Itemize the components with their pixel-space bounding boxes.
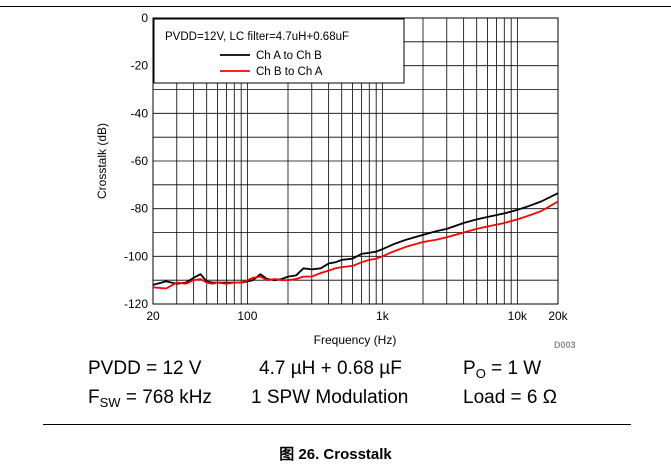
- y-axis-label: Crosstalk (dB): [95, 123, 109, 199]
- x-tick-label: 100: [237, 309, 257, 323]
- condition-modulation: 1 SPW Modulation: [251, 387, 409, 408]
- y-tick-label: -40: [131, 106, 149, 120]
- caption-rule: [43, 424, 631, 425]
- fsw-subscript: SW: [99, 395, 121, 410]
- legend-label-ch-b-to-ch-a: Ch B to Ch A: [256, 66, 323, 78]
- x-axis-label: Frequency (Hz): [314, 333, 397, 347]
- y-tick-label: -120: [124, 297, 148, 311]
- y-tick-labels: 0 -20 -40 -60 -80 -100 -120: [124, 11, 148, 311]
- document-code-logo: D003: [554, 340, 576, 350]
- y-tick-label: -20: [131, 59, 149, 73]
- y-tick-label: -60: [131, 154, 149, 168]
- condition-load: Load = 6 Ω: [463, 387, 557, 408]
- condition-pvdd: PVDD = 12 V: [88, 358, 202, 379]
- x-tick-labels: 20 100 1k 10k 20k: [146, 309, 568, 323]
- y-tick-label: -100: [124, 249, 148, 263]
- condition-switching-frequency: FSW = 768 kHz: [88, 387, 212, 410]
- condition-lc-filter: 4.7 µH + 0.68 µF: [259, 358, 402, 379]
- y-tick-label: 0: [141, 11, 148, 25]
- series-layer: [152, 192, 559, 290]
- x-tick-label: 1k: [376, 309, 390, 323]
- fsw-symbol: F: [88, 387, 100, 408]
- legend: PVDD=12V, LC filter=4.7uH+0.68uF Ch A to…: [153, 18, 405, 84]
- condition-output-power: PO = 1 W: [463, 358, 541, 381]
- po-value: = 1 W: [485, 358, 542, 379]
- po-symbol: P: [463, 358, 476, 379]
- po-subscript: O: [475, 366, 486, 381]
- legend-box: [153, 18, 405, 84]
- x-tick-label: 10k: [508, 309, 528, 323]
- y-tick-label: -80: [131, 202, 149, 216]
- legend-label-ch-a-to-ch-b: Ch A to Ch B: [256, 50, 322, 62]
- x-tick-label: 20: [146, 309, 160, 323]
- legend-title: PVDD=12V, LC filter=4.7uH+0.68uF: [165, 31, 349, 43]
- crosstalk-chart: 0 -20 -40 -60 -80 -100 -120 20 100 1k 10k 20k Cros…: [95, 11, 569, 347]
- top-rule: [0, 6, 671, 7]
- x-tick-label: 20k: [548, 309, 568, 323]
- fsw-value: = 768 kHz: [120, 387, 212, 408]
- figure-caption: 图 26. Crosstalk: [279, 446, 392, 463]
- series-line-ch-b-to-ch-a: [152, 200, 559, 290]
